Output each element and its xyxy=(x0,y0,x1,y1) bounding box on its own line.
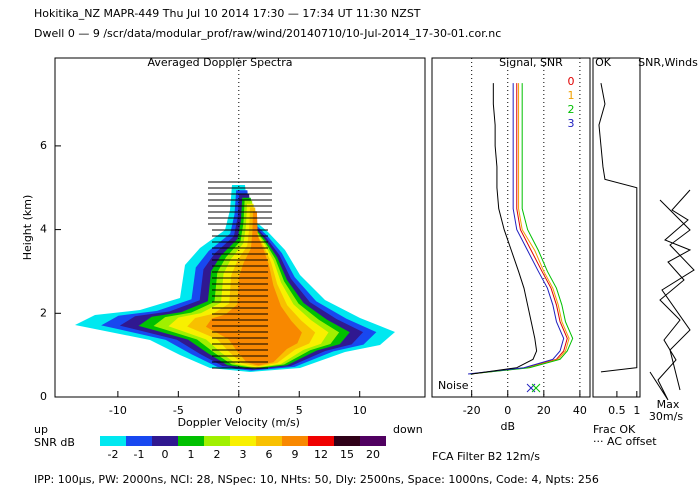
colorbar-swatch xyxy=(360,436,386,446)
colorbar-swatch xyxy=(308,436,334,446)
legend-entry: 3 xyxy=(568,117,575,130)
y-tick-label: 2 xyxy=(40,306,47,319)
colorbar-tick-label: -1 xyxy=(134,448,145,461)
chart-title: SNR,Winds xyxy=(638,56,698,69)
left-note: up xyxy=(34,423,48,436)
x-tick-label: 5 xyxy=(296,404,303,417)
x-axis-label: Doppler Velocity (m/s) xyxy=(178,416,300,429)
colorbar-swatch xyxy=(100,436,126,446)
colorbar-tick-label: 12 xyxy=(314,448,328,461)
right-note: down xyxy=(393,423,423,436)
y-tick-label: 4 xyxy=(40,223,47,236)
chart-title: OK xyxy=(595,56,612,69)
legend-entry: 1 xyxy=(568,89,575,102)
x-tick-label: -5 xyxy=(173,404,184,417)
x-tick-label: 0.5 xyxy=(608,404,626,417)
cross-markers xyxy=(526,383,541,393)
profile-line xyxy=(469,83,568,375)
y-axis-label: Height (km) xyxy=(21,195,34,261)
max-label: Max xyxy=(657,398,680,411)
x-tick-label: 0 xyxy=(504,404,511,417)
chart-title: Signal, SNR xyxy=(499,56,563,69)
colorbar-label: SNR dB xyxy=(34,436,75,449)
y-tick-label: 6 xyxy=(40,139,47,152)
profile-line xyxy=(468,83,565,375)
x-axis-label: Frac OK xyxy=(593,423,636,436)
noise-label: Noise xyxy=(438,379,469,392)
colorbar-tick-label: 15 xyxy=(340,448,354,461)
colorbar-swatch xyxy=(256,436,282,446)
filter-label: FCA Filter B2 12m/s xyxy=(432,450,540,463)
x-tick-label: -20 xyxy=(463,404,481,417)
plot-frame xyxy=(54,57,426,398)
header-line1: Hokitika_NZ MAPR-449 Thu Jul 10 2014 17:… xyxy=(34,7,421,20)
colorbar-swatch xyxy=(178,436,204,446)
colorbar-tick-label: 0 xyxy=(162,448,169,461)
plot-frame xyxy=(431,57,591,398)
colorbar-swatch xyxy=(126,436,152,446)
profile-line xyxy=(598,83,638,373)
colorbar-tick-label: 6 xyxy=(266,448,273,461)
offset-label: ··· AC offset xyxy=(593,435,657,448)
legend-entry: 2 xyxy=(568,103,575,116)
legend-entry: 0 xyxy=(568,75,575,88)
colorbar-swatch xyxy=(282,436,308,446)
x-tick-label: 0 xyxy=(235,404,242,417)
colorbar-swatch xyxy=(334,436,360,446)
y-tick-label: 0 xyxy=(40,390,47,403)
wind-barbs xyxy=(649,189,695,401)
colorbar-tick-label: 3 xyxy=(240,448,247,461)
header-line2: Dwell 0 — 9 /scr/data/modular_prof/raw/w… xyxy=(34,27,501,40)
spectra-contours xyxy=(75,181,395,372)
profile-line xyxy=(471,83,538,375)
x-tick-label: -10 xyxy=(109,404,127,417)
chart-title: Averaged Doppler Spectra xyxy=(147,56,292,69)
colorbar-tick-label: 2 xyxy=(214,448,221,461)
colorbar-tick-label: 9 xyxy=(292,448,299,461)
profile-line xyxy=(469,83,574,375)
footer: IPP: 100µs, PW: 2000ns, NCI: 28, NSpec: … xyxy=(34,473,599,486)
scale-label: 30m/s xyxy=(649,410,683,423)
x-tick-label: 40 xyxy=(573,404,587,417)
colorbar-swatch xyxy=(230,436,256,446)
colorbar-tick-label: 1 xyxy=(188,448,195,461)
profile-line xyxy=(469,83,570,375)
x-axis-label: dB xyxy=(500,420,515,433)
colorbar-tick-label: -2 xyxy=(108,448,119,461)
colorbar-tick-label: 20 xyxy=(366,448,380,461)
x-tick-label: 1 xyxy=(633,404,640,417)
plot-frame xyxy=(592,57,641,398)
colorbar-swatch xyxy=(152,436,178,446)
x-tick-label: 20 xyxy=(537,404,551,417)
x-tick-label: 10 xyxy=(353,404,367,417)
colorbar-swatch xyxy=(204,436,230,446)
